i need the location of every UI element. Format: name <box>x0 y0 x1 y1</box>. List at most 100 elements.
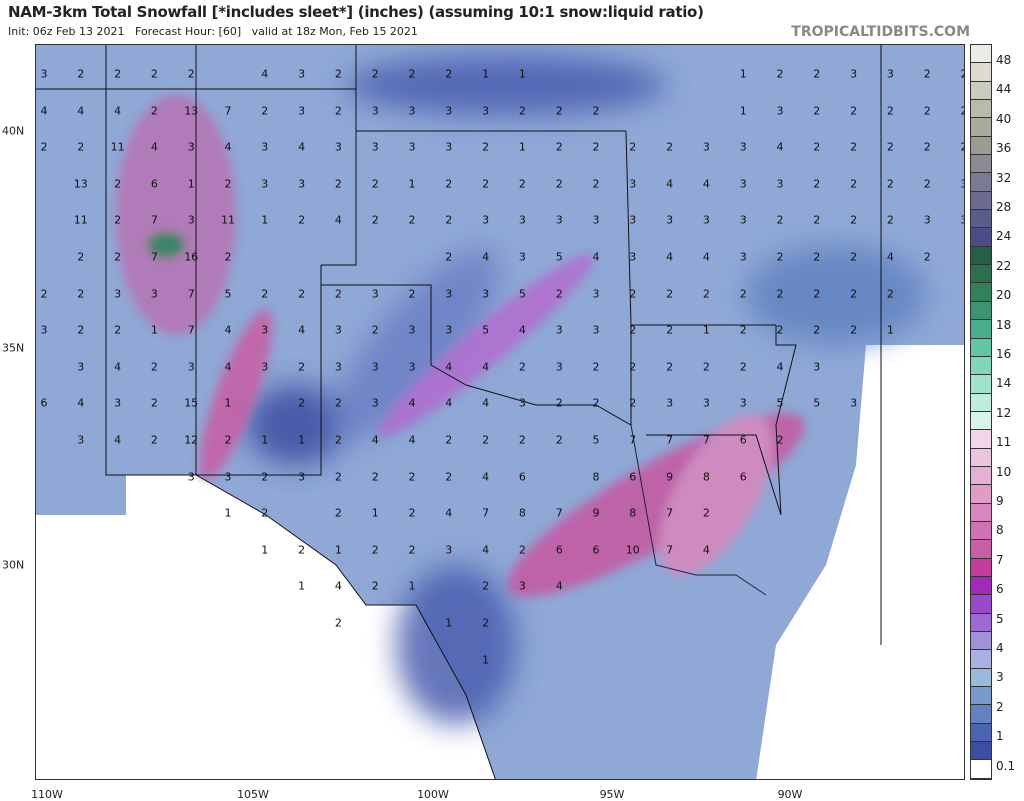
snowfall-value: 4 <box>77 104 85 118</box>
snowfall-value: 2 <box>555 396 563 410</box>
snowfall-value: 2 <box>592 396 600 410</box>
snowfall-value: 3 <box>961 214 965 227</box>
snowfall-value: 5 <box>592 433 600 447</box>
snowfall-value: 3 <box>298 67 306 81</box>
colorbar-swatch <box>971 375 991 394</box>
snowfall-value: 2 <box>445 213 453 227</box>
snowfall-value: 4 <box>702 543 710 557</box>
colorbar-swatch <box>971 265 991 284</box>
snowfall-value: 3 <box>445 543 453 557</box>
snowfall-value: 2 <box>77 67 85 81</box>
snowfall-value: 2 <box>555 140 563 154</box>
colorbar-swatch <box>971 705 991 724</box>
snowfall-value: 2 <box>518 104 526 118</box>
colorbar-swatch <box>971 283 991 302</box>
snowfall-value: 5 <box>555 250 563 264</box>
snowfall-value: 11 <box>221 213 235 227</box>
snowfall-value: 3 <box>261 323 269 337</box>
snowfall-value: 2 <box>114 213 122 227</box>
snowfall-value: 3 <box>629 177 637 191</box>
snowfall-value: 6 <box>739 433 747 447</box>
snowfall-value: 2 <box>371 323 379 337</box>
snowfall-value: 3 <box>923 213 931 227</box>
colorbar-swatch <box>971 173 991 192</box>
snowfall-value: 2 <box>114 67 122 81</box>
snowfall-value: 3 <box>555 360 563 374</box>
snowfall-value: 3 <box>518 396 526 410</box>
colorbar-label: 10 <box>996 464 1012 479</box>
snowfall-value: 7 <box>666 506 674 520</box>
snowfall-value: 3 <box>739 250 747 264</box>
snowfall-value: 3 <box>629 250 637 264</box>
snowfall-value: 6 <box>592 543 600 557</box>
snowfall-value: 2 <box>813 67 821 81</box>
snowfall-value: 2 <box>334 506 342 520</box>
snowfall-value: 4 <box>298 140 306 154</box>
snowfall-value: 1 <box>518 67 526 81</box>
snowfall-value: 4 <box>482 360 490 374</box>
snowfall-value: 1 <box>334 543 342 557</box>
snowfall-value: 1 <box>408 579 416 593</box>
snowfall-value: 3 <box>518 579 526 593</box>
colorbar-label: 8 <box>996 523 1004 538</box>
snowfall-value: 2 <box>555 287 563 301</box>
snowfall-value: 2 <box>886 213 894 227</box>
snowfall-value: 9 <box>666 470 674 484</box>
snowfall-value: 2 <box>776 250 784 264</box>
snowfall-value: 2 <box>150 67 158 81</box>
snowfall-value: 1 <box>224 506 232 520</box>
snowfall-value: 4 <box>702 250 710 264</box>
snowfall-value: 3 <box>187 140 195 154</box>
snowfall-value: 2 <box>702 506 710 520</box>
colorbar-swatch <box>971 558 991 577</box>
snowfall-value: 4 <box>224 140 232 154</box>
snowfall-value: 3 <box>408 104 416 118</box>
snowfall-value: 1 <box>261 543 269 557</box>
snowfall-value: 7 <box>482 506 490 520</box>
colorbar-swatch <box>971 356 991 376</box>
snowfall-value: 3 <box>187 360 195 374</box>
colorbar-label: 2 <box>996 699 1004 714</box>
snowfall-value: 4 <box>334 579 342 593</box>
snowfall-value: 4 <box>40 104 48 118</box>
snowfall-value: 3 <box>886 67 894 81</box>
snowfall-value: 2 <box>298 360 306 374</box>
snowfall-value: 2 <box>408 287 416 301</box>
snowfall-value: 2 <box>886 177 894 191</box>
colorbar-swatch <box>971 136 991 156</box>
snowfall-value: 1 <box>261 213 269 227</box>
snowfall-value: 3 <box>518 213 526 227</box>
snowfall-value: 2 <box>371 543 379 557</box>
colorbar-swatch <box>971 485 991 504</box>
lon-label-100w: 100W <box>417 788 449 801</box>
colorbar-label: 3 <box>996 670 1004 685</box>
colorbar-label: 14 <box>996 376 1012 391</box>
snowfall-value: 3 <box>850 67 858 81</box>
colorbar-swatch <box>971 760 991 779</box>
snowfall-value: 2 <box>371 213 379 227</box>
snowfall-value: 3 <box>187 470 195 484</box>
snowfall-value: 2 <box>371 470 379 484</box>
snowfall-value: 1 <box>518 140 526 154</box>
snowfall-value: 2 <box>813 250 821 264</box>
snowfall-value: 4 <box>592 250 600 264</box>
snowfall-value: 2 <box>77 250 85 264</box>
snowfall-value: 2 <box>150 104 158 118</box>
snowfall-value: 2 <box>776 433 784 447</box>
colorbar <box>970 44 992 780</box>
colorbar-swatch <box>971 320 991 339</box>
snowfall-value: 2 <box>666 287 674 301</box>
snowfall-value: 2 <box>886 140 894 154</box>
snowfall-value: 3 <box>261 140 269 154</box>
snowfall-value: 1 <box>408 177 416 191</box>
snowfall-value: 3 <box>371 104 379 118</box>
snowfall-value: 7 <box>629 433 637 447</box>
colorbar-label: 44 <box>996 82 1012 97</box>
snowfall-value: 1 <box>298 433 306 447</box>
snowfall-value: 4 <box>114 433 122 447</box>
snowfall-value: 3 <box>482 104 490 118</box>
snowfall-value: 2 <box>629 396 637 410</box>
snowfall-value: 8 <box>702 470 710 484</box>
colorbar-swatch <box>971 63 991 82</box>
colorbar-swatch <box>971 191 991 211</box>
